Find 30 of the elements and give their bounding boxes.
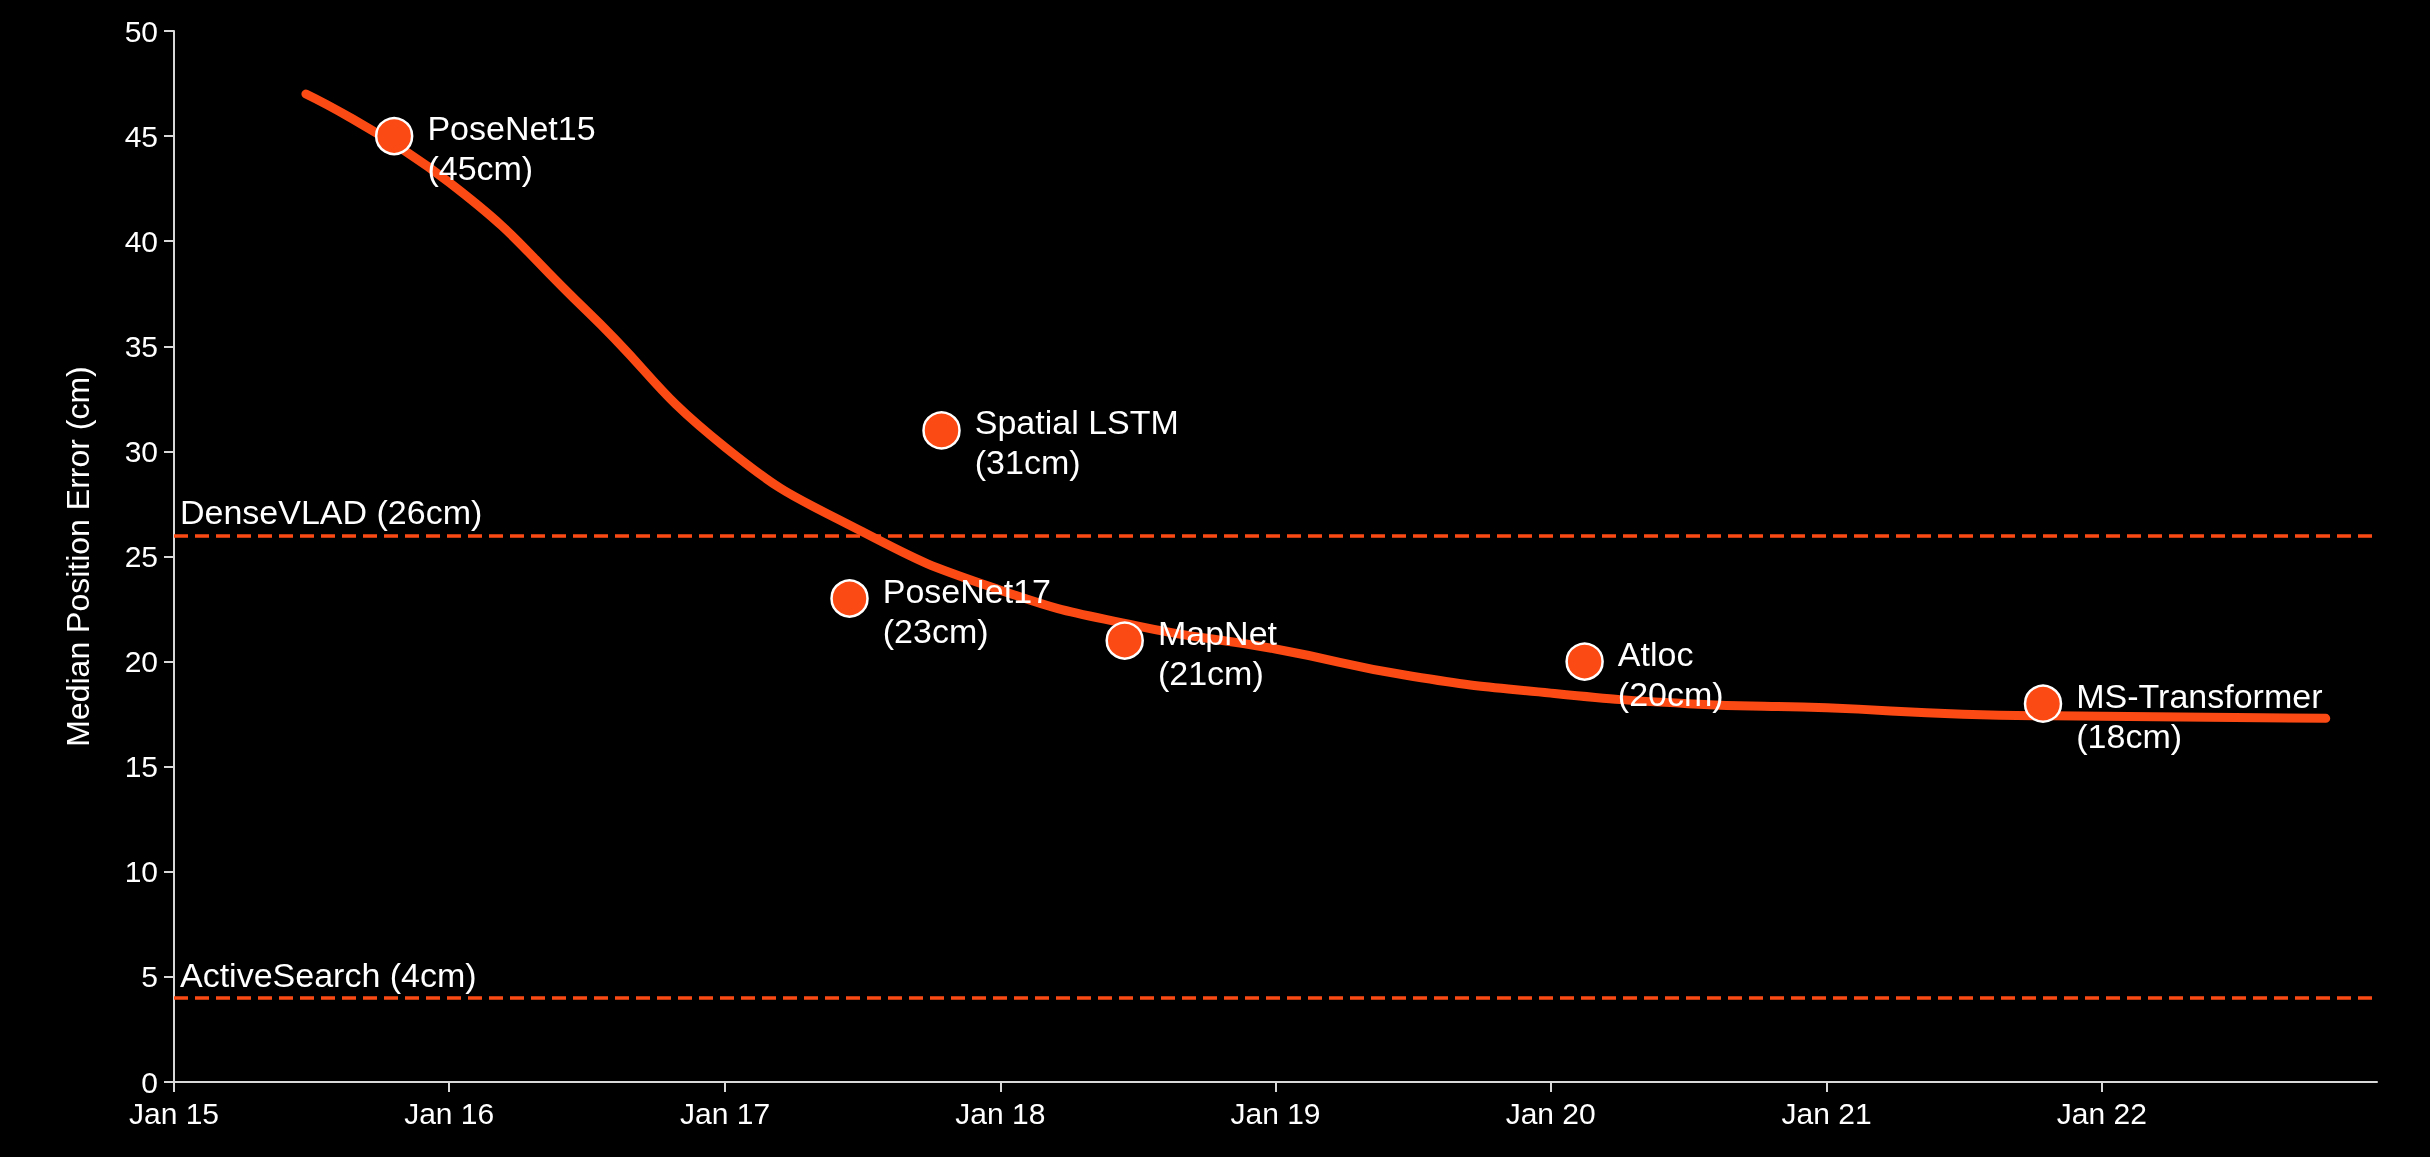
point — [830, 579, 869, 618]
ref-line-label: DenseVLAD (26cm) — [180, 493, 483, 532]
data-label: MS-Transformer (18cm) — [2076, 676, 2323, 755]
x-tick-label: Jan 18 — [955, 1096, 1046, 1130]
point — [1565, 642, 1604, 681]
point — [2023, 684, 2063, 723]
x-tick-label: Jan 22 — [2056, 1096, 2147, 1130]
data-label: Spatial LSTM (31cm) — [974, 403, 1179, 482]
point — [374, 116, 414, 156]
y-tick-label: 10 — [124, 855, 158, 889]
y-tick-label: 25 — [124, 540, 158, 573]
point — [1105, 621, 1144, 660]
x-tick-label: Jan 20 — [1505, 1096, 1596, 1130]
y-tick-label: 5 — [141, 960, 158, 994]
y-axis-title: Median Position Error (cm) — [60, 366, 96, 747]
ref-line-label: ActiveSearch (4cm) — [180, 955, 477, 994]
y-tick-label: 30 — [124, 434, 158, 468]
y-tick-label: 15 — [124, 750, 158, 784]
x-tick-label: Jan 21 — [1781, 1096, 1872, 1130]
x-tick-label: Jan 19 — [1230, 1096, 1321, 1130]
y-tick-label: 20 — [124, 645, 158, 679]
x-tick-label: Jan 16 — [404, 1096, 495, 1130]
x-tick-label: Jan 17 — [680, 1096, 771, 1130]
y-tick-label: 0 — [141, 1065, 158, 1099]
point — [922, 411, 961, 450]
y-tick-label: 35 — [124, 329, 158, 363]
y-tick-label: 40 — [124, 224, 158, 258]
y-tick-label: 50 — [124, 14, 158, 48]
x-tick-label: Jan 15 — [128, 1096, 220, 1130]
y-tick-label: 45 — [124, 119, 158, 153]
